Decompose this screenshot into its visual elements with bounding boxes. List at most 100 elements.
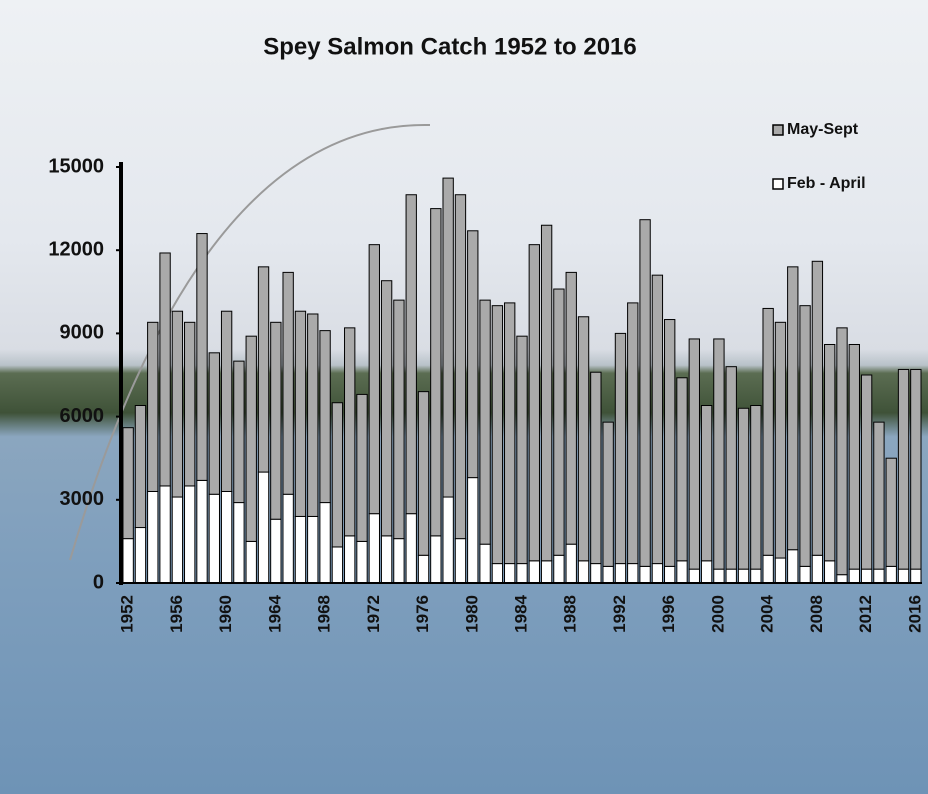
bar-segment [849,569,859,583]
bar-segment [455,195,465,539]
bar-segment [726,569,736,583]
bar-segment [825,561,835,583]
bar-segment [123,539,133,583]
bar-segment [505,303,515,564]
bar-segment [418,555,428,583]
bar-segment [172,311,182,497]
bar-segment [221,491,231,583]
bar-segment [874,569,884,583]
bar-segment [221,311,231,491]
x-tick-label: 2012 [856,595,875,633]
bar-segment [628,564,638,583]
bar-segment [837,575,847,583]
bar-segment [529,245,539,561]
bar-segment [505,564,515,583]
bar-segment [886,566,896,583]
bar-segment [492,306,502,564]
bar-segment [443,178,453,497]
bar-segment [566,272,576,544]
bar-segment [431,209,441,536]
x-tick-label: 2016 [905,595,924,633]
bar-segment [369,245,379,514]
bar-segment [886,458,896,566]
bar-segment [345,536,355,583]
bar-segment [775,558,785,583]
bar-segment [234,361,244,502]
x-tick-label: 1968 [315,595,334,633]
x-tick-label: 2000 [708,595,727,633]
bar-segment [677,378,687,561]
bar-segment [246,336,256,541]
bar-segment [209,353,219,494]
bar-segment [603,566,613,583]
bar-segment [209,494,219,583]
bar-segment [123,428,133,539]
bar-segment [431,536,441,583]
legend-swatch [773,179,783,189]
bar-segment [800,566,810,583]
bar-segment [615,564,625,583]
bar-segment [615,333,625,563]
bar-segment [775,322,785,558]
y-tick-label: 12000 [48,238,104,260]
bar-segment [911,569,921,583]
bar-segment [665,320,675,567]
bar-segment [234,503,244,583]
bar-segment [874,422,884,569]
legend-label: May-Sept [787,121,859,138]
bar-segment [788,550,798,583]
bar-segment [554,555,564,583]
bar-segment [172,497,182,583]
bar-segment [185,322,195,486]
bar-segment [197,480,207,583]
bar-segment [394,300,404,539]
bar-segment [714,569,724,583]
bar-segment [652,564,662,583]
bar-segment [701,561,711,583]
bar-segment [517,564,527,583]
bar-segment [517,336,527,563]
x-tick-label: 1996 [659,595,678,633]
bar-segment [751,406,761,570]
legend-label: Feb - April [787,175,866,192]
bar-segment [295,311,305,516]
bar-segment [541,561,551,583]
x-tick-label: 1972 [364,595,383,633]
bar-segment [492,564,502,583]
chart: Spey Salmon Catch 1952 to 2016 030006000… [0,0,928,794]
bar-segment [418,392,428,556]
bar-segment [788,267,798,550]
bar-segment [468,478,478,583]
y-tick-label: 0 [93,571,104,593]
bar-segment [911,369,921,569]
bar-segment [320,503,330,583]
bar-segment [714,339,724,569]
legend-swatch [773,125,783,135]
bar-segment [738,569,748,583]
x-tick-label: 1960 [216,595,235,633]
bar-segment [554,289,564,555]
chart-title: Spey Salmon Catch 1952 to 2016 [263,33,637,60]
bar-segment [308,314,318,516]
x-tick-label: 1956 [167,595,186,633]
bar-segment [825,344,835,560]
x-tick-label: 1952 [118,595,137,633]
x-tick-label: 1988 [561,595,580,633]
bar-segment [591,372,601,563]
bar-segment [603,422,613,566]
bar-segment [185,486,195,583]
bar-segment [763,308,773,555]
bar-segment [480,544,490,583]
bar-segment [861,569,871,583]
bar-segment [591,564,601,583]
y-tick-label: 9000 [60,322,105,344]
bar-segment [295,516,305,583]
bar-segment [529,561,539,583]
bar-segment [849,344,859,569]
bar-segment [271,519,281,583]
bar-segment [689,569,699,583]
bar-segment [357,394,367,541]
x-tick-label: 1976 [413,595,432,633]
bar-segment [898,569,908,583]
page: Spey Salmon Catch 1952 to 2016 030006000… [0,0,928,794]
